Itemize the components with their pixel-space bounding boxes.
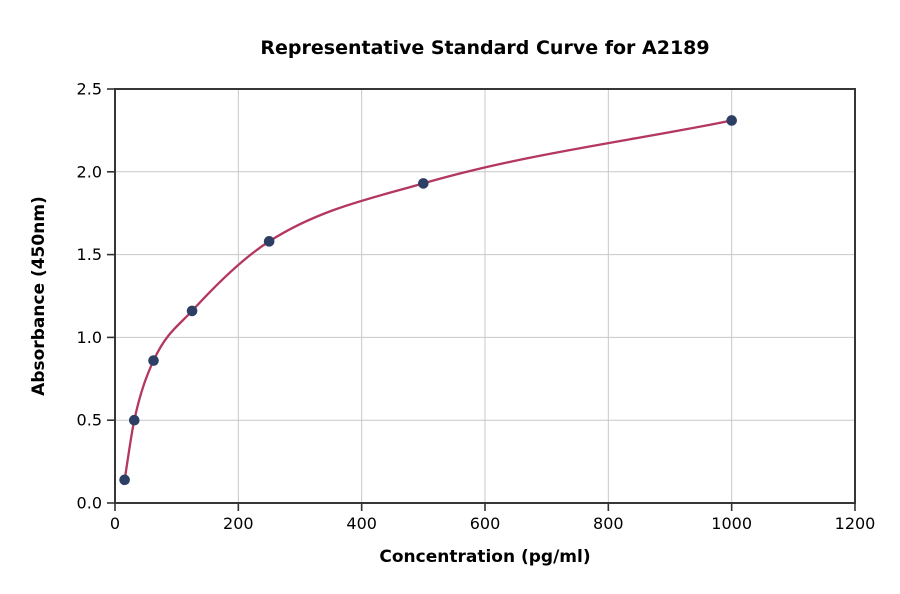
data-point-31.25 <box>128 414 140 426</box>
x-tick-label-0: 0 <box>110 514 120 533</box>
fitted-curve <box>123 119 733 481</box>
grid-layer <box>114 88 856 504</box>
y-tick-label-1.5: 1.5 <box>77 245 102 264</box>
x-tick-label-600: 600 <box>470 514 501 533</box>
axis-layer: 0 200 400 600 800 1000 1200 0.0 0.5 1.0 1.5 2.0 2.5 <box>77 80 876 534</box>
y-tick-label-0.5: 0.5 <box>77 411 102 430</box>
y-tick-label-1.0: 1.0 <box>77 328 102 347</box>
data-point-250 <box>263 236 275 247</box>
data-point-1000 <box>726 115 737 126</box>
data-point-125 <box>186 305 198 317</box>
chart-title: Representative Standard Curve for A2189 <box>260 37 709 59</box>
x-tick-label-1200: 1200 <box>835 514 876 533</box>
data-point-62.5 <box>148 355 159 366</box>
data-point-15.6 <box>119 474 130 486</box>
x-axis-label: Concentration (pg/ml) <box>379 547 590 567</box>
x-tick-label-400: 400 <box>346 514 377 533</box>
y-axis-label: Absorbance (450nm) <box>29 196 49 396</box>
y-tick-label-2.0: 2.0 <box>77 162 102 181</box>
label-layer: Representative Standard Curve for A2189 … <box>29 37 710 567</box>
data-point-500 <box>418 178 429 189</box>
x-tick-label-800: 800 <box>593 514 624 533</box>
y-tick-label-0.0: 0.0 <box>77 494 102 513</box>
y-tick-label-2.5: 2.5 <box>77 80 102 99</box>
x-tick-label-1000: 1000 <box>711 514 752 533</box>
x-tick-label-200: 200 <box>223 514 254 533</box>
series-layer <box>119 115 737 486</box>
